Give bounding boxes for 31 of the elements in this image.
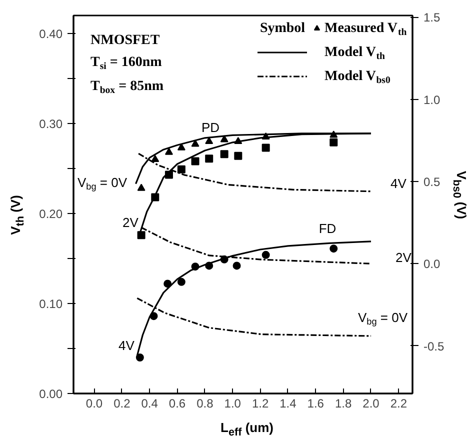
x-tick-label: 1.2 <box>252 396 269 410</box>
y-tick-label: 0.10 <box>39 297 63 311</box>
annotation: PD <box>201 120 220 135</box>
x-axis-title: L$_{eff}$ (um) <box>220 418 274 441</box>
annotation: 4V <box>390 176 407 191</box>
annotation: 4V <box>118 338 135 353</box>
x-tick-label: 1.4 <box>280 396 297 410</box>
x-tick-label: 1.8 <box>334 396 352 410</box>
x-tick-label: 0.2 <box>114 396 131 410</box>
y2-tick-label: -0.5 <box>424 339 445 354</box>
x-tick-label: 2.0 <box>362 396 380 410</box>
x-tick-label: 0.4 <box>141 396 158 410</box>
annotation: 2V <box>122 215 139 230</box>
annotation: NMOSFET <box>90 33 160 48</box>
x-tick-label: 2.2 <box>390 396 408 410</box>
y2-tick-label: 0.0 <box>424 257 441 272</box>
y-tick-label: 0.20 <box>39 207 63 221</box>
y-tick-label: 0.30 <box>39 117 63 131</box>
y-tick-label: 0.00 <box>39 387 63 401</box>
x-tick-label: 0.6 <box>168 396 186 410</box>
y-tick-label: 0.40 <box>39 27 63 41</box>
x-tick-label: 0.8 <box>196 396 214 410</box>
x-tick-label: 1.6 <box>307 396 324 410</box>
x-tick-label: 1.0 <box>224 396 242 410</box>
y2-tick-label: 1.5 <box>424 10 441 25</box>
y2-tick-label: 0.5 <box>424 174 441 189</box>
y2-tick-label: 1.0 <box>424 92 441 107</box>
annotation: 2V <box>396 250 412 265</box>
legend-title: Symbol <box>260 21 306 36</box>
annotation: FD <box>318 221 336 236</box>
x-tick-label: 0.0 <box>86 396 103 410</box>
